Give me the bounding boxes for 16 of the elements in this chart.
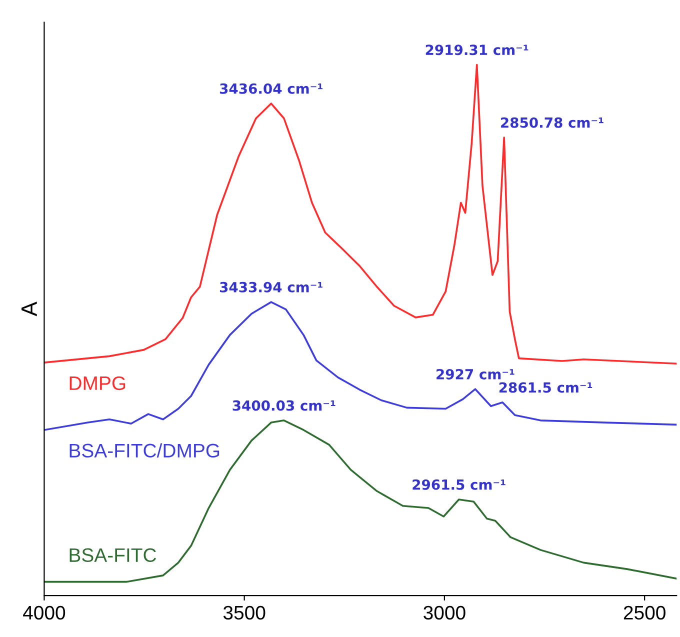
annotation: 2861.5 cm⁻¹ bbox=[499, 382, 592, 393]
annotation: 3433.94 cm⁻¹ bbox=[220, 282, 322, 292]
annotation: 3400.03 cm⁻¹ bbox=[232, 400, 336, 411]
annotation: 3436.04 cm⁻¹ bbox=[220, 83, 322, 94]
series-label: DMPG bbox=[70, 376, 126, 390]
annotation: 2961.5 cm⁻¹ bbox=[412, 479, 506, 490]
x-tick-label: 3000 bbox=[424, 606, 466, 620]
annotation: 2927 cm⁻¹ bbox=[436, 368, 514, 380]
x-tick-label: 2500 bbox=[624, 606, 666, 620]
annotation: 2850.78 cm⁻¹ bbox=[501, 117, 604, 128]
x-tick-label: 4000 bbox=[23, 606, 66, 620]
annotation: 2919.31 cm⁻¹ bbox=[426, 44, 528, 56]
y-axis-title: A bbox=[22, 302, 37, 316]
series-label: BSA-FITC/DMPG bbox=[70, 443, 220, 458]
series-label: BSA-FITC bbox=[70, 548, 156, 562]
x-tick-label: 3500 bbox=[223, 606, 266, 620]
